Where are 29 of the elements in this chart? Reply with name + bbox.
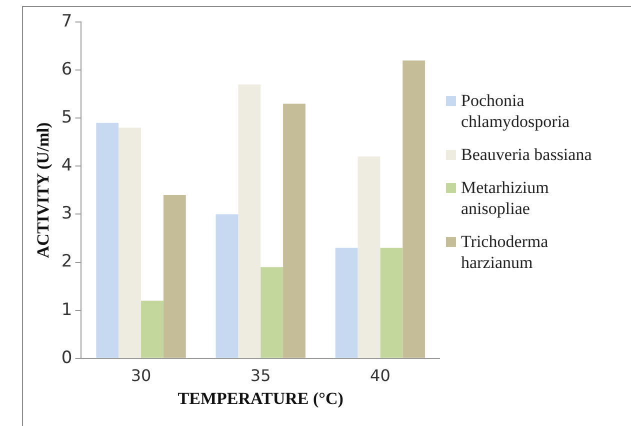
- legend-label: Metarhizium anisopliae: [461, 177, 550, 219]
- x-axis-title: TEMPERATURE (°C): [178, 389, 344, 408]
- bar: [380, 248, 403, 358]
- x-tick-label: 40: [370, 366, 390, 386]
- bar: [96, 122, 119, 358]
- x-tick-label: 35: [250, 366, 271, 386]
- y-tick-label: 2: [61, 252, 72, 272]
- bar: [358, 156, 380, 358]
- y-tick-label: 6: [61, 59, 72, 80]
- bar: [216, 214, 238, 358]
- bar: [402, 60, 426, 358]
- y-tick-label: 5: [61, 108, 72, 128]
- legend-label: Beauveria bassiana: [461, 144, 593, 165]
- y-tick-label: 4: [61, 156, 72, 176]
- legend-label: Trichoderma harzianum: [461, 231, 550, 273]
- bar: [163, 195, 186, 358]
- y-tick-label: 1: [61, 300, 72, 320]
- legend-label: Pochonia chlamydosporia: [461, 90, 571, 132]
- bar: [335, 248, 358, 358]
- bar: [141, 300, 164, 358]
- y-tick-label: 0: [61, 348, 72, 368]
- bar: [283, 104, 306, 358]
- y-axis-title: ACTIVITY (U/ml): [34, 122, 53, 258]
- x-tick-label: 30: [130, 366, 152, 386]
- y-tick-label: 3: [61, 204, 72, 224]
- bar: [260, 267, 284, 358]
- bar: [118, 128, 142, 358]
- bar: [238, 84, 261, 358]
- y-tick-label: 7: [61, 11, 72, 32]
